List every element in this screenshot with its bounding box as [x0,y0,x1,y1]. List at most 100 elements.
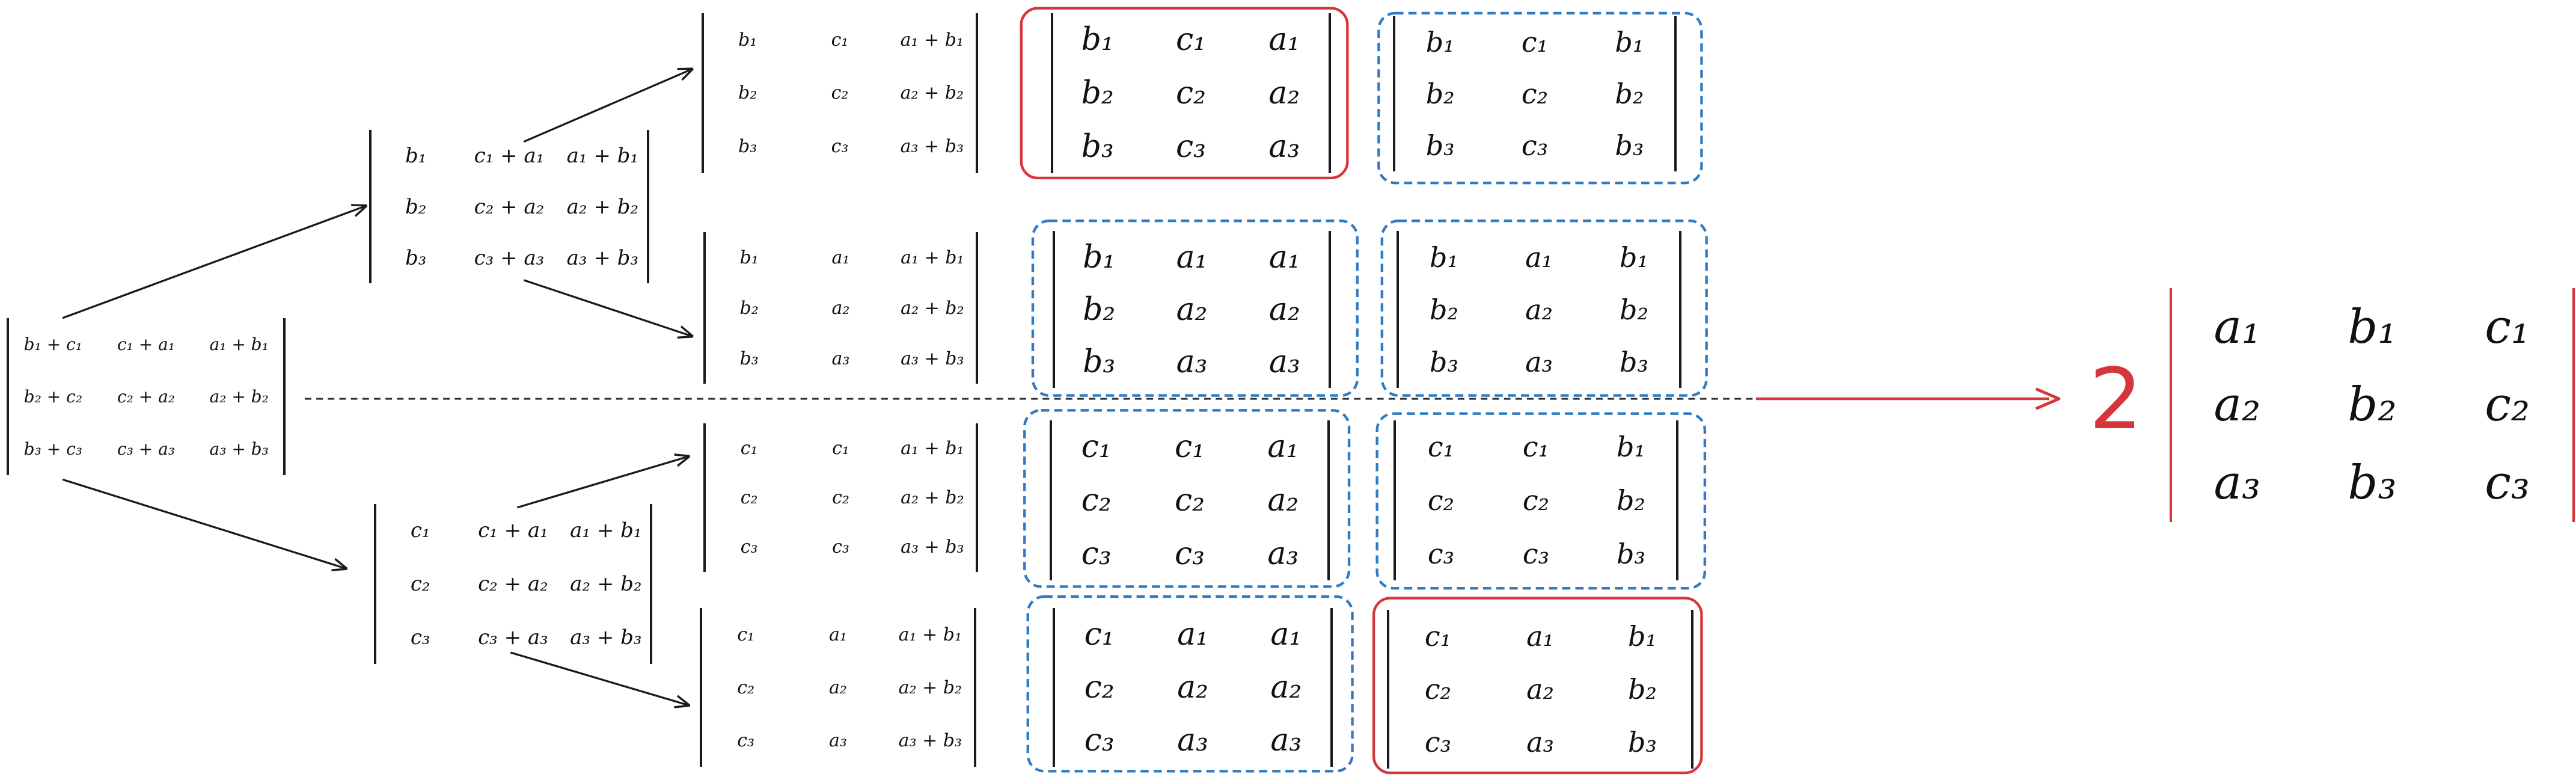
matrix-entry: c₁ [1487,16,1582,68]
matrix-entry: a₃ [1145,336,1238,388]
determinant-entries: c₁ c₁ a₁ c₂ c₂ a₂ c₃ c₃ a₃ [1050,420,1330,580]
matrix-entry: c₂ [1050,474,1143,527]
matrix-entry: c₁ [1050,420,1143,474]
matrix-entry: c₁ [1387,610,1489,663]
matrix-entry: b₁ [1397,231,1491,283]
determinant-cc: c₁ c₁ a₁ + b₁ c₂ c₂ a₂ + b₂ c₃ c₃ a₃ + b₃ [703,423,978,572]
matrix-entry: a₁ [1238,13,1331,67]
matrix-entry: c₂ [1487,68,1582,120]
matrix-entry: a₂ [792,661,884,714]
matrix-entry: a₁ + b₁ [887,423,978,473]
matrix-entry: a₂ + b₂ [560,557,652,611]
matrix-entry: a₃ [792,714,884,767]
matrix-entry: a₂ [1240,661,1333,714]
matrix-entry: a₁ [1491,231,1586,283]
matrix-entry: c₁ [1053,608,1146,661]
matrix-entry: a₁ [1145,231,1238,283]
matrix-entry: a₃ [1491,336,1586,388]
matrix-entry: a₃ + b₃ [887,333,978,384]
matrix-entry: b₂ [703,283,795,333]
matrix-entry: b₁ [1583,420,1678,474]
matrix-entry: b₁ + c₁ [7,318,100,370]
matrix-entry: b₂ [1586,283,1681,336]
matrix-entry: b₃ [1053,336,1145,388]
matrix-entry: a₃ + b₃ [884,714,976,767]
matrix-entry: a₃ [795,333,886,384]
matrix-entry: b₃ + c₃ [7,423,100,475]
matrix-entry: c₃ [374,610,467,664]
matrix-entry: c₂ [1394,474,1488,527]
matrix-entry: b₃ [703,333,795,384]
matrix-entry: c₃ + a₃ [467,610,559,664]
matrix-entry: c₂ + a₂ [467,557,559,611]
matrix-entry: c₁ [374,504,467,557]
matrix-entry: a₁ + b₁ [556,130,649,181]
matrix-entry: b₂ [702,67,794,120]
matrix-entry: a₃ [1238,336,1331,388]
matrix-entry: c₁ [703,423,795,473]
matrix-entry: a₃ + b₃ [556,232,649,283]
determinant-entries: b₁ a₁ a₁ + b₁ b₂ a₂ a₂ + b₂ b₃ a₃ a₃ + b₃ [703,232,978,384]
matrix-entry: b₃ [1591,716,1693,769]
arrow-right-icon [1756,389,2059,409]
matrix-entry: c₃ [1488,527,1583,580]
matrix-entry: a₃ + b₃ [886,120,978,173]
matrix-entry: a₁ + b₁ [886,13,978,67]
split-arrow-lower [63,479,346,568]
matrix-entry: a₂ + b₂ [887,283,978,333]
split-arrow-c-up [517,456,688,508]
determinant-split-b: b₁ c₁ + a₁ a₁ + b₁ b₂ c₂ + a₂ a₂ + b₂ b₃ c₃ + a… [369,130,649,283]
matrix-entry: c₃ [794,120,886,173]
determinant-entries: b₁ c₁ a₁ + b₁ b₂ c₂ a₂ + b₂ b₃ c₃ a₃ + b₃ [702,13,978,173]
matrix-entry: b₁ [1591,610,1693,663]
matrix-entry: a₃ + b₃ [887,523,978,572]
matrix-entry: a₂ [1491,283,1586,336]
matrix-entry: b₃ [1397,336,1491,388]
matrix-entry: b₃ [369,232,462,283]
matrix-entry: a₁ + b₁ [887,232,978,283]
matrix-entry: a₂ + b₂ [556,181,649,232]
matrix-entry: c₃ [1394,527,1488,580]
matrix-entry: b₁ [1582,16,1677,68]
determinant-entries: b₁ c₁ + a₁ a₁ + b₁ b₂ c₂ + a₂ a₂ + b₂ b₃ c₃ + a… [369,130,649,283]
matrix-entry: c₃ + a₃ [462,232,555,283]
matrix-entry: a₂ + b₂ [884,661,976,714]
split-arrow-b-down [524,280,691,336]
determinant-ccb: c₁ c₁ b₁ c₂ c₂ b₂ c₃ c₃ b₃ [1394,420,1678,580]
determinant-source: b₁ + c₁ c₁ + a₁ a₁ + b₁ b₂ + c₂ c₂ + a₂ a₂ + … [7,318,286,475]
determinant-ba: b₁ a₁ a₁ + b₁ b₂ a₂ a₂ + b₂ b₃ a₃ a₃ + b₃ [703,232,978,384]
determinant-split-c: c₁ c₁ + a₁ a₁ + b₁ c₂ c₂ + a₂ a₂ + b₂ c₃ c₃ + a… [374,504,652,664]
matrix-entry: b₂ [1051,67,1144,120]
matrix-entry: b₃ [1583,527,1678,580]
matrix-entry: a₁ [1238,231,1331,283]
matrix-entry: b₁ [1053,231,1145,283]
matrix-entry: c₁ [700,608,792,661]
matrix-entry: c₁ + a₁ [462,130,555,181]
matrix-entry: b₁ [1393,16,1487,68]
matrix-entry: c₃ [1050,527,1143,580]
matrix-entry: a₃ [1489,716,1591,769]
determinant-entries: c₁ a₁ b₁ c₂ a₂ b₂ c₃ a₃ b₃ [1387,610,1693,769]
matrix-entry: b₂ [1397,283,1491,336]
matrix-entry: b₁ [2305,288,2440,366]
matrix-entry: a₁ [792,608,884,661]
matrix-entry: a₂ [1238,67,1331,120]
matrix-entry: a₁ [1489,610,1591,663]
matrix-entry: b₂ [1393,68,1487,120]
determinant-entries: b₁ c₁ b₁ b₂ c₂ b₂ b₃ c₃ b₃ [1393,16,1677,171]
determinant-ca: c₁ a₁ a₁ + b₁ c₂ a₂ a₂ + b₂ c₃ a₃ a₃ + b₃ [700,608,976,767]
matrix-entry: b₂ [1053,283,1145,336]
determinant-bab: b₁ a₁ b₁ b₂ a₂ b₂ b₃ a₃ b₃ [1397,231,1681,388]
matrix-entry: c₂ [374,557,467,611]
matrix-entry: c₂ [1053,661,1146,714]
matrix-entry: a₁ [2170,288,2305,366]
determinant-entries: c₁ a₁ a₁ c₂ a₂ a₂ c₃ a₃ a₃ [1053,608,1333,767]
matrix-entry: a₃ + b₃ [560,610,652,664]
matrix-entry: c₃ [2440,444,2575,522]
matrix-entry: c₃ [1144,120,1237,173]
matrix-entry: b₃ [2305,444,2440,522]
matrix-entry: a₁ [795,232,886,283]
matrix-entry: c₃ [1487,120,1582,171]
matrix-entry: c₃ [1387,716,1489,769]
matrix-entry: a₂ [1238,283,1331,336]
